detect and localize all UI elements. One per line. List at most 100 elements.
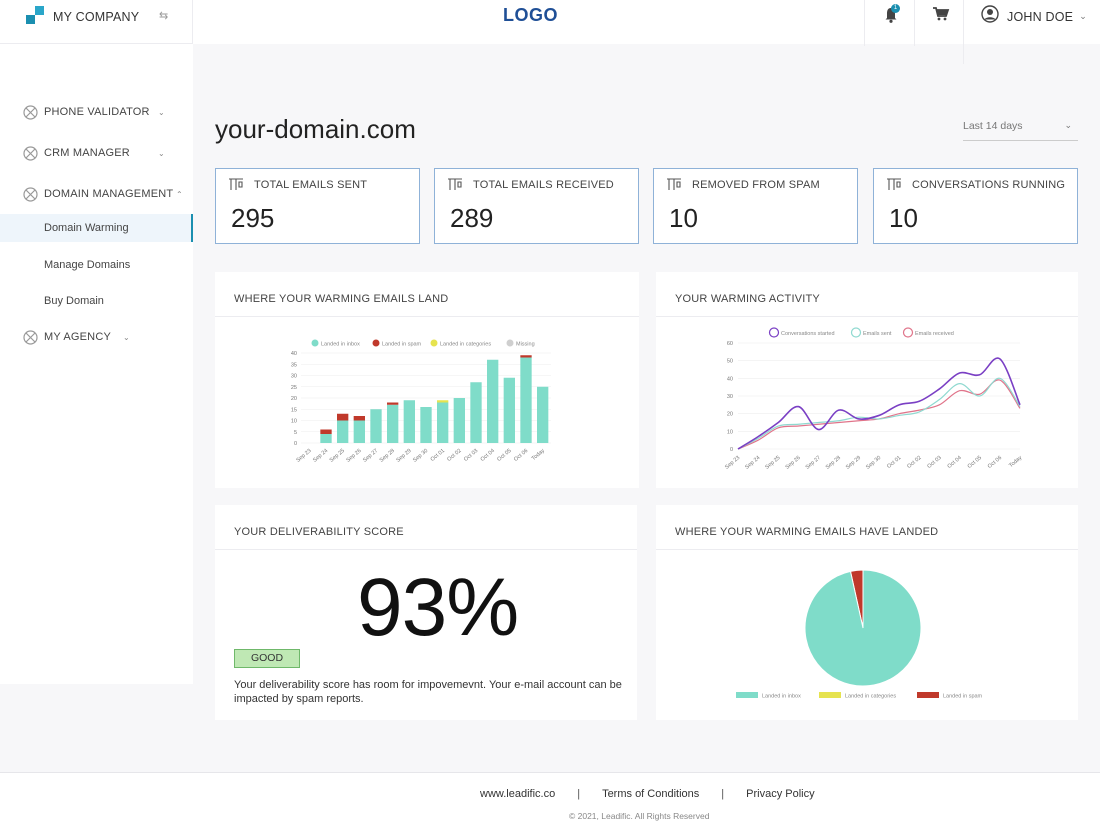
top-divider [963, 0, 964, 64]
footer-link-website[interactable]: www.leadific.co [480, 788, 556, 800]
chevron-down-icon: ⌄ [1079, 11, 1087, 21]
legend-marker [372, 339, 380, 347]
legend-marker [819, 692, 841, 698]
legend-label: Conversations started [781, 331, 835, 337]
page-title: your-domain.com [215, 114, 416, 144]
x-tick-label: Sep 29 [395, 448, 412, 464]
stat-value: 10 [669, 203, 698, 233]
panel-header: WHERE YOUR WARMING EMAILS LAND [215, 272, 639, 317]
legend-label: Landed in spam [382, 342, 422, 348]
sidebar-item-my-agency[interactable]: MY AGENCY ⌄ [0, 325, 193, 349]
stat-icon [666, 178, 682, 191]
bar [337, 420, 349, 443]
sidebar-subitem-domain-warming[interactable]: Domain Warming [0, 214, 193, 242]
sidebar-item-phone-validator[interactable]: PHONE VALIDATOR ⌄ [0, 100, 193, 124]
panel-title: YOUR WARMING ACTIVITY [675, 293, 820, 305]
y-tick-label: 40 [727, 376, 733, 382]
circle-x-icon [23, 329, 38, 345]
stat-value: 295 [231, 203, 275, 233]
x-tick-label: Sep 23 [295, 448, 312, 464]
stat-icon [886, 178, 902, 191]
x-tick-label: Oct 05 [496, 448, 512, 463]
bar [387, 404, 399, 443]
y-tick-label: 30 [727, 394, 733, 400]
legend-label: Landed in categories [440, 342, 491, 348]
legend-marker [506, 339, 514, 347]
user-name: JOHN DOE [1007, 9, 1074, 24]
circle-x-icon [23, 186, 38, 202]
bar [420, 407, 432, 443]
chevron-down-icon: ⌄ [123, 332, 130, 342]
brand[interactable]: MY COMPANY ⇆ [0, 0, 193, 44]
switch-company-icon[interactable]: ⇆ [159, 10, 169, 22]
legend-label: Emails sent [863, 331, 892, 337]
legend-marker [736, 692, 758, 698]
stat-value: 289 [450, 203, 494, 233]
footer-separator: | [721, 788, 725, 800]
x-tick-label: Sep 24 [312, 448, 329, 464]
bar [353, 416, 365, 421]
sidebar-item-crm-manager[interactable]: CRM MANAGER ⌄ [0, 141, 193, 165]
chevron-up-icon: ⌃ [176, 189, 183, 199]
y-tick-label: 50 [727, 359, 733, 365]
stat-icon [447, 178, 463, 191]
series-line [737, 379, 1021, 450]
user-menu[interactable]: JOHN DOE ⌄ [981, 5, 1087, 28]
footer-link-privacy[interactable]: Privacy Policy [746, 788, 815, 800]
stat-card-removed-from-spam: REMOVED FROM SPAM 10 [653, 168, 858, 244]
date-range-value: Last 14 days [963, 120, 1023, 132]
x-tick-label: Sep 25 [329, 448, 346, 464]
panel-header: YOUR WARMING ACTIVITY [656, 272, 1078, 317]
x-tick-label: Sep 26 [784, 455, 801, 471]
circle-x-icon [23, 145, 38, 161]
x-tick-label: Oct 01 [430, 448, 446, 463]
chevron-down-icon: ⌄ [158, 107, 165, 117]
bar [370, 409, 382, 443]
footer: www.leadific.co | Terms of Conditions | … [0, 772, 1100, 825]
cart-icon[interactable] [932, 6, 950, 22]
score-description: Your deliverability score has room for i… [234, 679, 622, 705]
x-tick-label: Oct 04 [947, 455, 963, 470]
sidebar-subitem-manage-domains[interactable]: Manage Domains [0, 251, 193, 279]
y-tick-label: 5 [294, 430, 297, 436]
sidebar-item-label: PHONE VALIDATOR [44, 106, 150, 118]
circle-x-icon [23, 104, 38, 120]
sidebar-item-domain-management[interactable]: DOMAIN MANAGEMENT ⌃ [0, 182, 193, 206]
x-tick-label: Sep 28 [379, 448, 396, 464]
footer-link-terms[interactable]: Terms of Conditions [602, 788, 700, 800]
sidebar-subitem-buy-domain[interactable]: Buy Domain [0, 287, 193, 315]
pie-chart: Landed in inbox Landed in categories Lande… [736, 569, 983, 700]
x-tick-label: Today [531, 448, 546, 462]
y-tick-label: 10 [727, 429, 733, 435]
stat-card-conversations-running: CONVERSATIONS RUNNING 10 [873, 168, 1078, 244]
y-tick-label: 60 [727, 341, 733, 347]
footer-copyright: © 2021, Leadific. All Rights Reserved [569, 811, 710, 821]
bar-chart: Landed in inbox Landed in spam Landed in c… [291, 339, 551, 464]
y-tick-label: 25 [291, 385, 297, 391]
bar [537, 386, 549, 443]
legend-marker [850, 327, 862, 338]
y-tick-label: 30 [291, 374, 297, 380]
legend-label: Landed in inbox [762, 694, 801, 700]
stat-icon [228, 178, 244, 191]
footer-links: www.leadific.co | Terms of Conditions | … [480, 788, 815, 800]
bar [520, 357, 532, 443]
y-tick-label: 10 [291, 419, 297, 425]
sidebar-item-label: MY AGENCY [44, 331, 112, 343]
x-tick-label: Oct 05 [967, 455, 983, 470]
bar [437, 400, 449, 403]
top-divider [914, 0, 915, 46]
app-logo: LOGO [503, 5, 558, 25]
x-tick-label: Oct 06 [987, 455, 1003, 470]
panel-title: WHERE YOUR WARMING EMAILS HAVE LANDED [675, 526, 939, 538]
sidebar: PHONE VALIDATOR ⌄ CRM MANAGER ⌄ DOMAIN M… [0, 44, 193, 684]
legend-label: Landed in spam [943, 694, 983, 700]
x-tick-label: Sep 30 [412, 448, 429, 464]
panel-deliverability-score: YOUR DELIVERABILITY SCORE 93% GOOD Your … [215, 505, 637, 720]
date-range-select[interactable]: Last 14 days ⌄ [963, 117, 1078, 141]
sidebar-subitem-label: Manage Domains [44, 259, 131, 271]
bar [487, 359, 499, 443]
panel-emails-landed: WHERE YOUR WARMING EMAILS HAVE LANDED La… [656, 505, 1078, 720]
company-name: MY COMPANY [53, 10, 140, 24]
x-tick-label: Oct 06 [513, 448, 529, 463]
